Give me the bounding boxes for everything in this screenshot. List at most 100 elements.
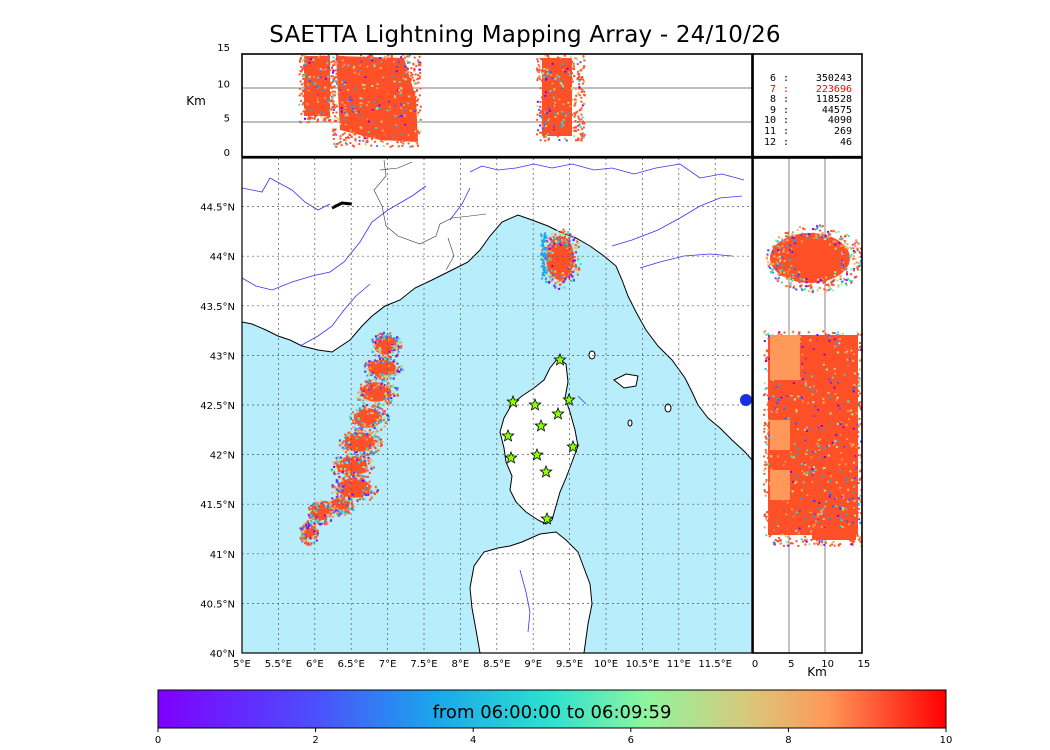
lat-tick-label: 40.5°N [200, 599, 235, 610]
lon-tick-label: 7.5°E [410, 659, 437, 670]
lon-tick-label: 5°E [233, 659, 251, 670]
lightning-sources-lat-alt [763, 224, 862, 547]
map-title: SAETTA Lightning Mapping Array - 24/10/2… [269, 22, 781, 48]
lat-altitude-panel [740, 157, 863, 654]
colorbar-label: from 06:00:00 to 06:09:59 [432, 702, 672, 723]
station-count: 8 [769, 94, 776, 106]
lon-tick-label: 7°E [379, 659, 397, 670]
main-map [241, 157, 753, 654]
star-icon [506, 394, 520, 408]
source-count-row: 12: 46 [754, 136, 862, 149]
source-count: 269 [833, 125, 852, 137]
alt-tick-label: 15 [217, 43, 230, 54]
star-icon [528, 397, 542, 411]
axis-labels: 5°E 5.5°E 6°E 6.5°E 7°E 7.5°E 8°E 8.5°E 9°E 9.5°E… [186, 43, 870, 679]
alt-tick-label: 10 [821, 659, 834, 670]
alt-tick-label: 0 [224, 148, 230, 159]
station-count: 11 [763, 125, 776, 137]
lma-stations [501, 352, 580, 525]
alt-tick-label: 0 [752, 659, 758, 670]
source-count-row: 9: 44575 [754, 104, 862, 117]
source-count: 223696 [815, 83, 852, 95]
star-icon [562, 392, 576, 406]
colorbar-tick-label: 10 [940, 735, 953, 746]
giglio-island [664, 403, 672, 413]
lat-tick-label: 41.5°N [200, 500, 235, 511]
source-count-row: 10: 4090 [754, 116, 862, 127]
colorbar-tick-label: 2 [312, 735, 318, 746]
station-count: 10 [763, 115, 776, 127]
star-icon [551, 406, 565, 420]
lat-tick-label: 42.5°N [200, 401, 235, 412]
source-count-table: 6:350243 7:223696 8:118528 9:44575 10:4090 11… [754, 73, 862, 149]
lon-tick-label: 11°E [667, 659, 691, 670]
map-graticule [242, 158, 752, 653]
lon-tick-label: 5.5°E [265, 659, 292, 670]
lon-tick-label: 8.5°E [483, 659, 510, 670]
lon-tick-label: 8°E [452, 659, 470, 670]
source-count: 118528 [815, 94, 852, 106]
lon-altitude-panel [241, 53, 753, 158]
lon-tick-label: 11.5°E [698, 659, 732, 670]
source-count: 46 [839, 136, 852, 148]
source-count: 44575 [821, 104, 852, 116]
star-icon [504, 450, 518, 464]
colorbar-tick-label: 0 [155, 735, 161, 746]
source-count-row: 8: 118528 [754, 95, 862, 106]
lightning-sources-lon-alt [298, 54, 586, 148]
source-count: 4090 [827, 115, 852, 127]
separator: : [782, 73, 790, 84]
star-icon [530, 447, 544, 461]
separator: : [782, 115, 790, 127]
source-count-row: 7: 223696 [754, 83, 862, 96]
alt-unit-label: Km [186, 94, 206, 108]
mainland-land [242, 158, 752, 461]
station-count: 9 [769, 104, 776, 116]
lat-tick-label: 43°N [210, 351, 235, 362]
star-icon [540, 511, 554, 525]
lat-tick-label: 44°N [210, 252, 235, 263]
lat-tick-label: 44.5°N [200, 203, 235, 214]
alt-unit-label: Km [807, 665, 827, 679]
colorbar-tick-label: 4 [470, 735, 476, 746]
star-icon [534, 418, 548, 432]
separator: : [782, 94, 790, 106]
lon-tick-label: 6°E [306, 659, 324, 670]
separator: : [782, 104, 790, 116]
lon-tick-label: 10°E [594, 659, 618, 670]
station-count: 6 [769, 73, 776, 84]
lon-tick-label: 9.5°E [556, 659, 583, 670]
colorbar-tick-label: 6 [628, 735, 634, 746]
rivers [242, 163, 745, 633]
separator: : [782, 136, 790, 148]
lon-tick-label: 9°E [524, 659, 542, 670]
coast-detail [331, 201, 353, 210]
alt-tick-label: 5 [788, 659, 794, 670]
source-marker [740, 394, 752, 406]
station-count: 12 [763, 136, 776, 148]
montecristo-island [627, 419, 633, 427]
source-count: 350243 [815, 73, 852, 84]
source-count-row: 11: 269 [754, 125, 862, 138]
alt-tick-label: 10 [217, 79, 230, 90]
alt-tick-label: 15 [858, 659, 871, 670]
lon-tick-label: 10.5°E [626, 659, 660, 670]
lon-tick-label: 6.5°E [338, 659, 365, 670]
star-icon [566, 439, 580, 453]
station-count: 7 [769, 83, 776, 95]
lightning-sources-map [299, 228, 582, 546]
star-icon [539, 464, 553, 478]
elba-island [613, 373, 639, 389]
star-icon [501, 428, 515, 442]
capraia-island [588, 350, 596, 360]
sardinia-island [469, 531, 593, 653]
star-icon [553, 352, 567, 366]
lat-tick-label: 41°N [210, 550, 235, 561]
colorbar-tick-label: 8 [785, 735, 791, 746]
alt-tick-label: 5 [224, 114, 230, 125]
lat-tick-label: 42°N [210, 451, 235, 462]
separator: : [782, 125, 790, 137]
separator: : [782, 83, 790, 95]
source-count-row: 6: 350243 [754, 73, 862, 85]
